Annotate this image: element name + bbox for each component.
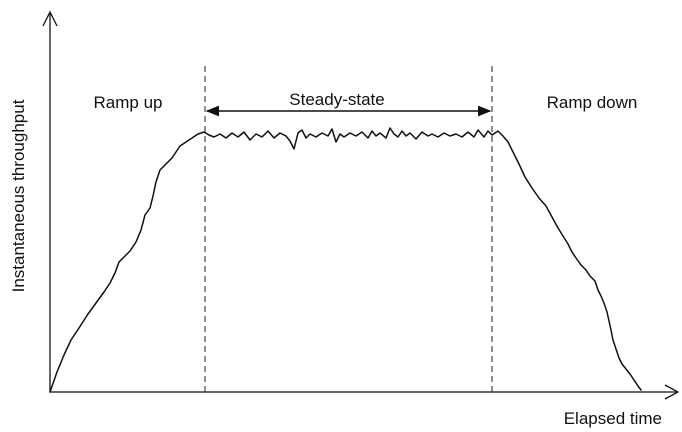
x-axis-arrow-icon — [664, 384, 680, 400]
throughput-curve — [49, 127, 642, 393]
ramp-up-label: Ramp up — [94, 93, 163, 112]
x-axis-label: Elapsed time — [564, 409, 662, 428]
axes — [42, 10, 680, 400]
y-axis-arrow-icon — [42, 10, 58, 27]
steady-state-label: Steady-state — [289, 90, 384, 109]
y-axis-label: Instantaneous throughput — [9, 99, 28, 292]
ramp-down-label: Ramp down — [547, 93, 638, 112]
